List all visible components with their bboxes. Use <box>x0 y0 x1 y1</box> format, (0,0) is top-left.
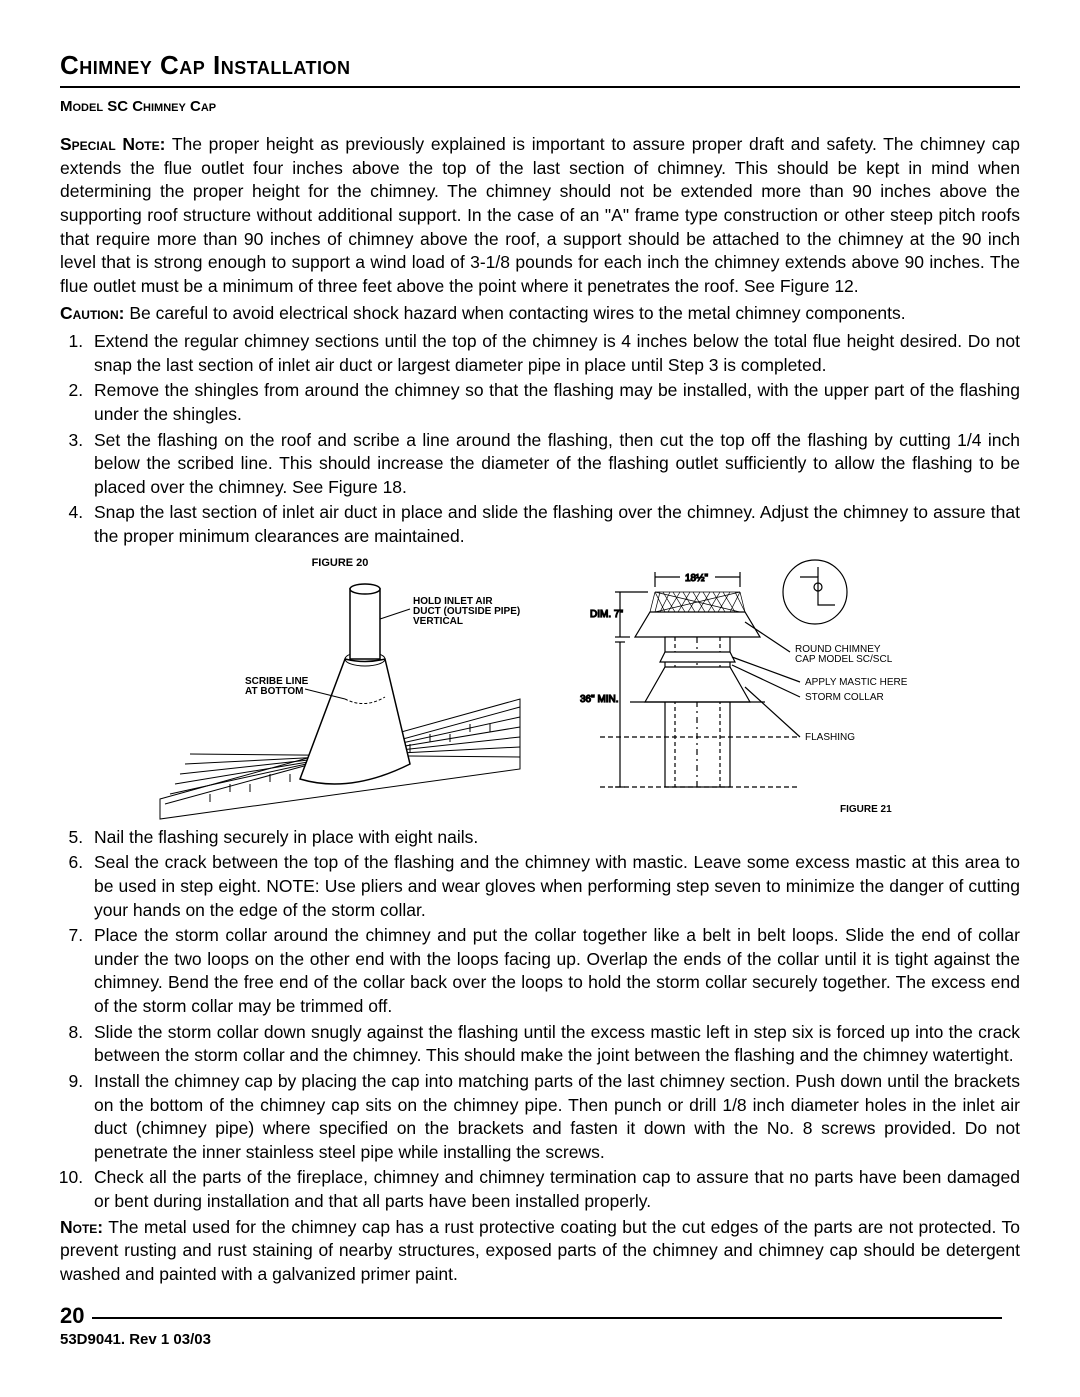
step-item: Slide the storm collar down snugly again… <box>88 1021 1020 1068</box>
step-item: Extend the regular chimney sections unti… <box>88 330 1020 377</box>
caution-text: Be careful to avoid electrical shock haz… <box>124 303 905 323</box>
svg-text:VERTICAL: VERTICAL <box>413 616 463 627</box>
step-item: Remove the shingles from around the chim… <box>88 379 1020 426</box>
page-title: Chimney Cap Installation <box>60 50 1020 81</box>
svg-text:DIM. 7": DIM. 7" <box>590 609 623 620</box>
figures-row: FIGURE 20 <box>60 557 1020 824</box>
svg-text:STORM COLLAR: STORM COLLAR <box>805 692 884 703</box>
figure-21-label: FIGURE 21 <box>840 804 892 815</box>
svg-text:36" MIN.: 36" MIN. <box>580 694 619 705</box>
footer-rule <box>92 1317 1002 1319</box>
figure-21-container: 18½" DIM. 7" <box>560 557 930 824</box>
step-item: Nail the flashing securely in place with… <box>88 826 1020 850</box>
figure-20-diagram: HOLD INLET AIR DUCT (OUTSIDE PIPE) VERTI… <box>150 569 530 824</box>
page-footer: 20 53D9041. Rev 1 03/03 <box>60 1303 1020 1348</box>
step-item: Snap the last section of inlet air duct … <box>88 501 1020 548</box>
step-item: Place the storm collar around the chimne… <box>88 924 1020 1019</box>
step-item: Set the flashing on the roof and scribe … <box>88 429 1020 500</box>
title-rule <box>60 86 1020 88</box>
svg-text:APPLY MASTIC HERE: APPLY MASTIC HERE <box>805 677 908 688</box>
page-number: 20 <box>60 1303 84 1329</box>
caution-label: Caution: <box>60 303 124 323</box>
special-note-paragraph: Special Note: The proper height as previ… <box>60 133 1020 298</box>
figure-20-container: FIGURE 20 <box>150 557 530 824</box>
special-note-text: The proper height as previously explaine… <box>60 134 1020 296</box>
steps-list-1: Extend the regular chimney sections unti… <box>60 330 1020 549</box>
caution-paragraph: Caution: Be careful to avoid electrical … <box>60 302 1020 326</box>
step-item: Seal the crack between the top of the fl… <box>88 851 1020 922</box>
svg-text:FLASHING: FLASHING <box>805 732 855 743</box>
doc-reference: 53D9041. Rev 1 03/03 <box>60 1331 1020 1348</box>
figure-20-label: FIGURE 20 <box>150 557 530 569</box>
svg-text:AT BOTTOM: AT BOTTOM <box>245 686 304 697</box>
step-item: Check all the parts of the fireplace, ch… <box>88 1166 1020 1213</box>
svg-text:18½": 18½" <box>685 573 708 584</box>
step-item: Install the chimney cap by placing the c… <box>88 1070 1020 1165</box>
note-text: The metal used for the chimney cap has a… <box>60 1217 1020 1284</box>
note-label: Note: <box>60 1217 103 1237</box>
figure-21-diagram: 18½" DIM. 7" <box>560 557 930 822</box>
steps-list-2: Nail the flashing securely in place with… <box>60 826 1020 1214</box>
note-paragraph: Note: The metal used for the chimney cap… <box>60 1216 1020 1287</box>
model-subhead: Model SC Chimney Cap <box>60 98 1020 115</box>
page-container: Chimney Cap Installation Model SC Chimne… <box>0 0 1080 1378</box>
special-note-label: Special Note: <box>60 134 165 154</box>
svg-text:CAP MODEL SC/SCL: CAP MODEL SC/SCL <box>795 654 893 665</box>
